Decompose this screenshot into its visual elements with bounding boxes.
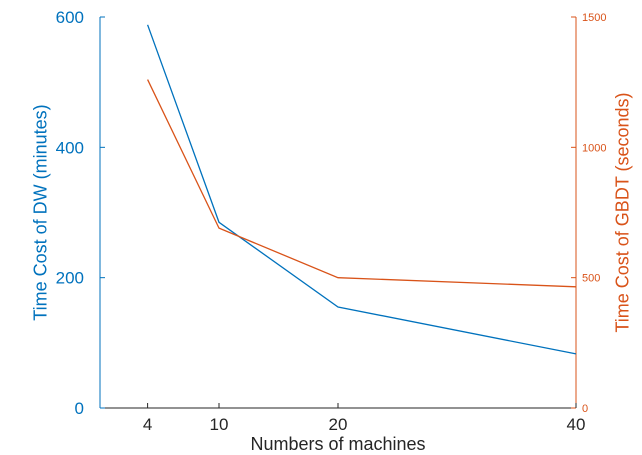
left-y-tick-label: 200 xyxy=(56,269,84,288)
left-y-axis-label: Time Cost of DW (minutes) xyxy=(30,104,50,320)
series-layer xyxy=(146,24,577,355)
series-line-gbdt xyxy=(147,79,577,288)
right-y-tick-label: 1000 xyxy=(582,142,606,154)
right-y-tick-label: 0 xyxy=(582,403,588,415)
series-line-dw xyxy=(146,24,577,355)
right-y-ticks: 0 500 1000 1500 xyxy=(571,12,606,415)
x-tick-label: 40 xyxy=(567,415,586,434)
right-y-axis-label: Time Cost of GBDT (seconds) xyxy=(612,92,632,332)
x-tick-label: 10 xyxy=(210,415,229,434)
x-ticks: 4 10 20 40 xyxy=(143,403,586,434)
left-y-ticks: 0 200 400 600 xyxy=(56,8,105,418)
left-y-tick-label: 0 xyxy=(75,399,84,418)
axes xyxy=(99,17,577,409)
right-y-tick-label: 500 xyxy=(582,273,600,285)
x-tick-label: 4 xyxy=(143,415,152,434)
right-y-tick-label: 1500 xyxy=(582,12,606,24)
left-y-tick-label: 400 xyxy=(56,138,84,157)
x-axis-label: Numbers of machines xyxy=(250,434,425,454)
left-y-tick-label: 600 xyxy=(56,8,84,27)
x-tick-label: 20 xyxy=(329,415,348,434)
